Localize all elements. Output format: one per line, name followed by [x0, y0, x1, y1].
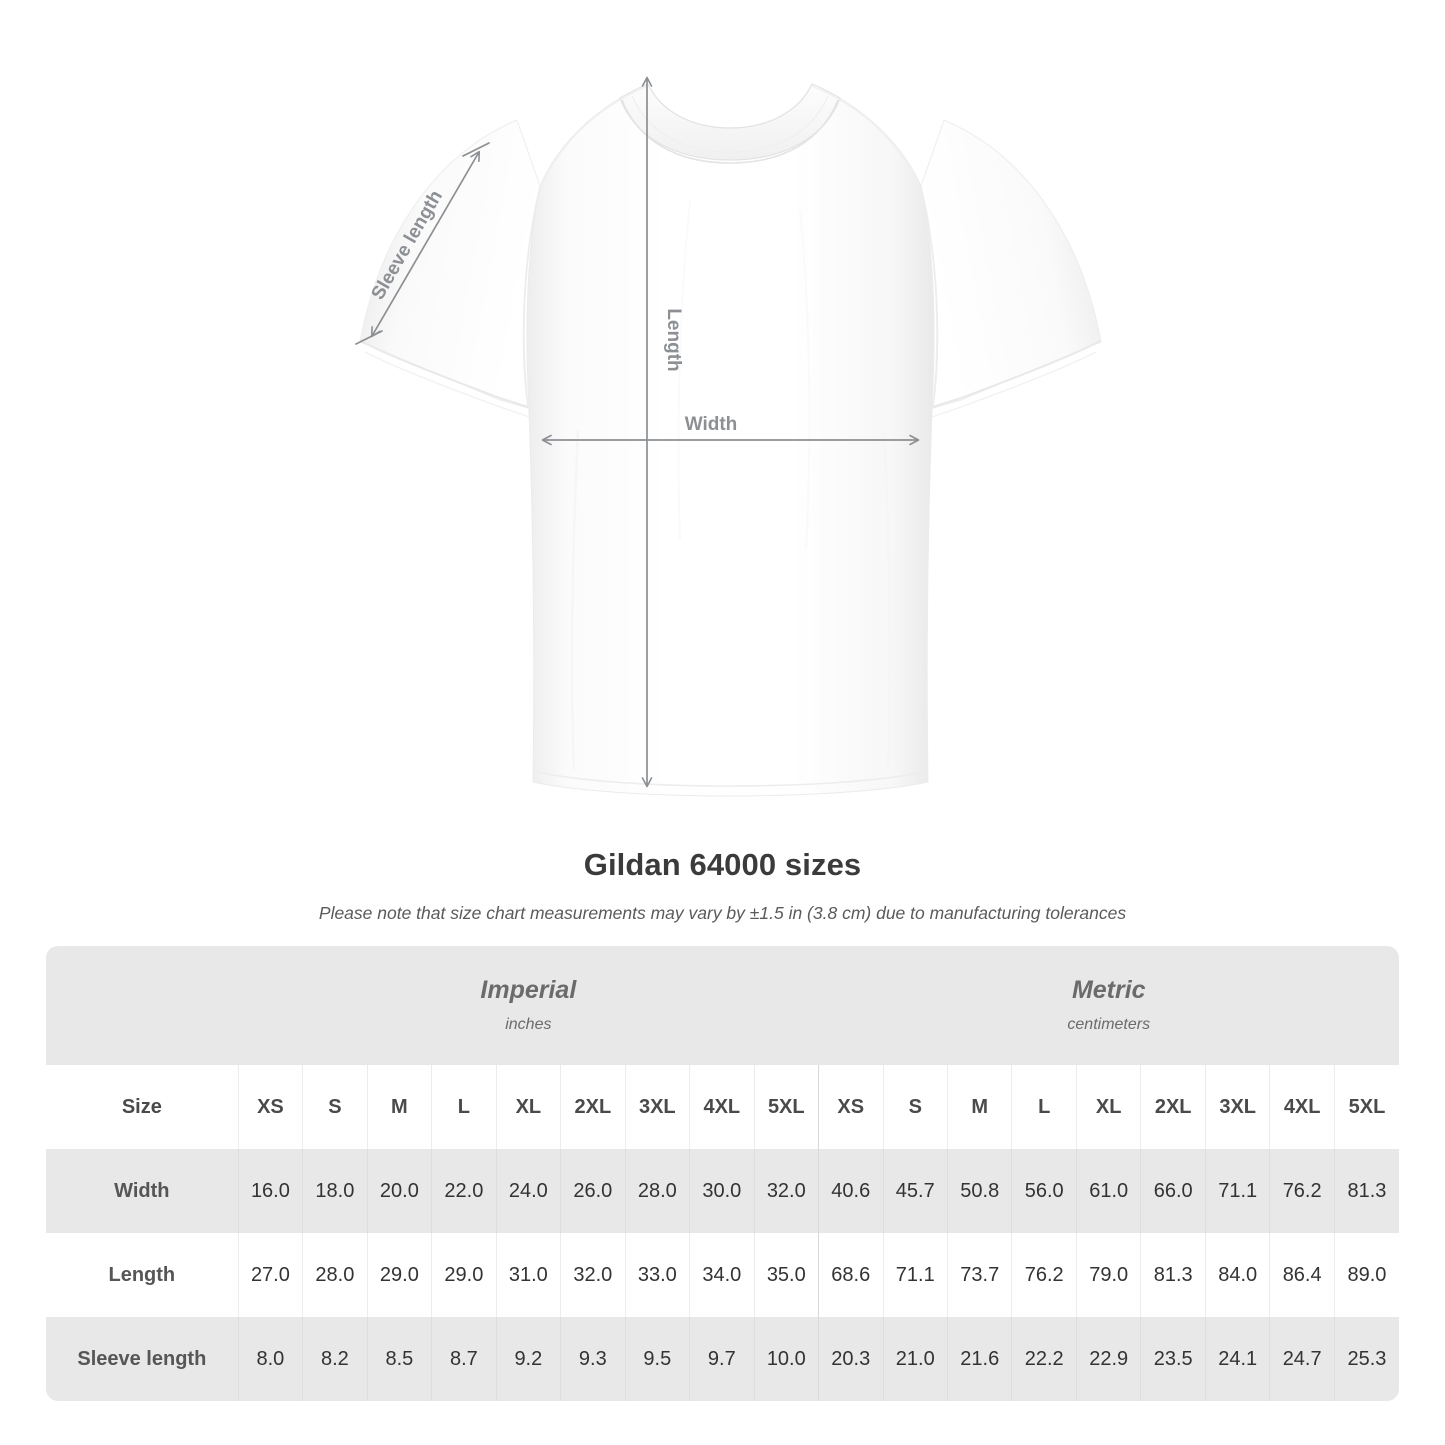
cell-metric-width-s: 45.7 [882, 1149, 948, 1233]
width-label: Width [685, 414, 738, 435]
tshirt-diagram: Sleeve length Length Width [355, 76, 1102, 797]
unit-name: Imperial [480, 976, 577, 1004]
cell-imperial-length-2xl: 32.0 [560, 1233, 626, 1317]
size-header-metric-xl: XL [1075, 1065, 1141, 1149]
cell-metric-length-xs: 68.6 [818, 1233, 884, 1317]
table-row: Sleeve length 8.0 8.2 8.5 8.7 9.2 9.3 9.5 9.7 10.… [46, 1317, 1399, 1401]
cell-imperial-sleeve-length-xs: 8.0 [237, 1317, 303, 1401]
size-header-imperial-m: M [366, 1065, 432, 1149]
size-header-metric-5xl: 5XL [1333, 1065, 1399, 1149]
cell-metric-sleeve-length-3xl: 24.1 [1204, 1317, 1270, 1401]
cell-metric-sleeve-length-xl: 22.9 [1075, 1317, 1141, 1401]
cell-imperial-width-l: 22.0 [431, 1149, 497, 1233]
row-label-width: Width [46, 1149, 239, 1233]
unit-header-metric: Metric centimeters [818, 946, 1399, 1065]
cell-metric-length-xl: 79.0 [1075, 1233, 1141, 1317]
size-header-metric-l: L [1011, 1065, 1077, 1149]
table-row: Width 16.0 18.0 20.0 22.0 24.0 26.0 28.0 30.0 32.… [46, 1149, 1399, 1233]
cell-metric-sleeve-length-l: 22.2 [1011, 1317, 1077, 1401]
size-header-imperial-5xl: 5XL [753, 1065, 819, 1149]
cell-imperial-sleeve-length-xl: 9.2 [495, 1317, 561, 1401]
cell-imperial-sleeve-length-l: 8.7 [431, 1317, 497, 1401]
cell-metric-sleeve-length-xs: 20.3 [818, 1317, 884, 1401]
cell-metric-width-5xl: 81.3 [1333, 1149, 1399, 1233]
cell-metric-width-l: 56.0 [1011, 1149, 1077, 1233]
cell-imperial-length-xs: 27.0 [237, 1233, 303, 1317]
unit-name: Metric [1071, 976, 1146, 1004]
size-header-imperial-xs: XS [237, 1065, 303, 1149]
cell-imperial-sleeve-length-3xl: 9.5 [624, 1317, 690, 1401]
unit-header-imperial: Imperial inches [238, 946, 819, 1065]
cell-imperial-length-3xl: 33.0 [624, 1233, 690, 1317]
cell-imperial-sleeve-length-5xl: 10.0 [753, 1317, 819, 1401]
unit-subtitle: centimeters [1067, 1016, 1151, 1033]
cell-imperial-length-s: 28.0 [302, 1233, 368, 1317]
size-header-imperial-4xl: 4XL [689, 1065, 755, 1149]
length-annotation: Length [641, 76, 684, 788]
cell-metric-length-l: 76.2 [1011, 1233, 1077, 1317]
cell-imperial-length-5xl: 35.0 [753, 1233, 819, 1317]
cell-metric-width-m: 50.8 [946, 1149, 1012, 1233]
cell-metric-sleeve-length-s: 21.0 [882, 1317, 948, 1401]
cell-imperial-sleeve-length-m: 8.5 [366, 1317, 432, 1401]
cell-imperial-width-4xl: 30.0 [689, 1149, 755, 1233]
cell-imperial-width-xl: 24.0 [495, 1149, 561, 1233]
cell-metric-width-xs: 40.6 [818, 1149, 884, 1233]
tolerance-note: Please note that size chart measurements… [318, 903, 1127, 923]
cell-imperial-width-xs: 16.0 [237, 1149, 303, 1233]
size-header-row: Size XS S M L XL 2XL 3XL 4XL 5XL XS S M L XL 2XL 3XL 4XL 5… [46, 1065, 1399, 1149]
cell-metric-width-3xl: 71.1 [1204, 1149, 1270, 1233]
cell-imperial-width-s: 18.0 [302, 1149, 368, 1233]
cell-imperial-width-m: 20.0 [366, 1149, 432, 1233]
row-label-header: Size [46, 1065, 239, 1149]
title-block: Gildan 64000 sizes Please note that size… [0, 845, 1445, 925]
cell-metric-length-4xl: 86.4 [1269, 1233, 1335, 1317]
row-label-sleeve-length: Sleeve length [46, 1317, 239, 1401]
cell-imperial-length-l: 29.0 [431, 1233, 497, 1317]
size-header-imperial-xl: XL [495, 1065, 561, 1149]
size-header-metric-4xl: 4XL [1269, 1065, 1335, 1149]
unit-subtitle: inches [505, 1016, 552, 1033]
size-table: Imperial inches Metric centimeters Size XS S M L… [46, 946, 1399, 1401]
cell-metric-length-5xl: 89.0 [1333, 1233, 1399, 1317]
cell-imperial-length-4xl: 34.0 [689, 1233, 755, 1317]
cell-metric-sleeve-length-m: 21.6 [946, 1317, 1012, 1401]
cell-metric-sleeve-length-4xl: 24.7 [1269, 1317, 1335, 1401]
cell-metric-length-s: 71.1 [882, 1233, 948, 1317]
cell-metric-length-2xl: 81.3 [1140, 1233, 1206, 1317]
cell-metric-sleeve-length-5xl: 25.3 [1333, 1317, 1399, 1401]
cell-metric-sleeve-length-2xl: 23.5 [1140, 1317, 1206, 1401]
cell-metric-width-xl: 61.0 [1075, 1149, 1141, 1233]
cell-imperial-sleeve-length-4xl: 9.7 [689, 1317, 755, 1401]
size-table-container: Imperial inches Metric centimeters Size XS S M L… [46, 946, 1399, 1401]
size-header-imperial-l: L [431, 1065, 497, 1149]
cell-imperial-sleeve-length-s: 8.2 [302, 1317, 368, 1401]
cell-imperial-width-2xl: 26.0 [560, 1149, 626, 1233]
length-label: Length [663, 308, 684, 371]
size-header-metric-s: S [882, 1065, 948, 1149]
size-header-imperial-3xl: 3XL [624, 1065, 690, 1149]
cell-metric-width-4xl: 76.2 [1269, 1149, 1335, 1233]
unit-banner-spacer [46, 946, 239, 1065]
cell-imperial-length-xl: 31.0 [495, 1233, 561, 1317]
width-annotation: Width [541, 414, 920, 446]
size-header-metric-m: M [946, 1065, 1012, 1149]
row-label-length: Length [46, 1233, 239, 1317]
size-header-metric-2xl: 2XL [1140, 1065, 1206, 1149]
size-header-metric-xs: XS [818, 1065, 884, 1149]
page-title: Gildan 64000 sizes [583, 847, 862, 882]
size-header-metric-3xl: 3XL [1204, 1065, 1270, 1149]
cell-imperial-width-5xl: 32.0 [753, 1149, 819, 1233]
size-header-imperial-2xl: 2XL [560, 1065, 626, 1149]
cell-imperial-width-3xl: 28.0 [624, 1149, 690, 1233]
cell-imperial-length-m: 29.0 [366, 1233, 432, 1317]
cell-metric-length-m: 73.7 [946, 1233, 1012, 1317]
size-header-imperial-s: S [302, 1065, 368, 1149]
unit-banner-row: Imperial inches Metric centimeters [46, 946, 1399, 1065]
cell-metric-width-2xl: 66.0 [1140, 1149, 1206, 1233]
table-row: Length 27.0 28.0 29.0 29.0 31.0 32.0 33.0 34.0 35… [46, 1233, 1399, 1317]
cell-imperial-sleeve-length-2xl: 9.3 [560, 1317, 626, 1401]
cell-metric-length-3xl: 84.0 [1204, 1233, 1270, 1317]
